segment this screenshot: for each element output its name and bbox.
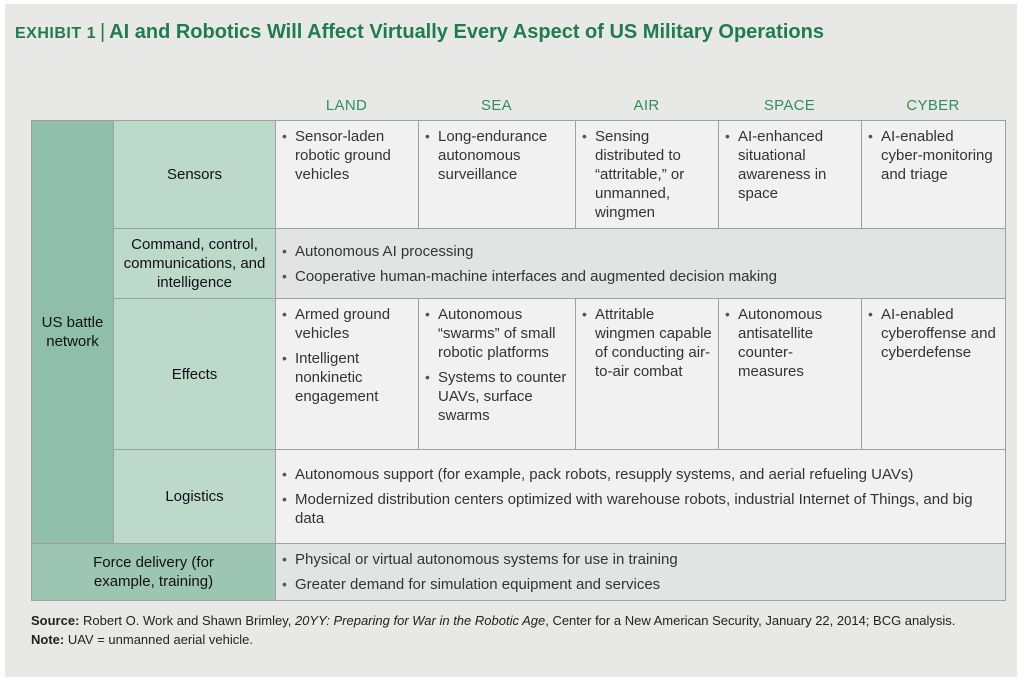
cell-sensors-land: Sensor-laden robotic ground vehicles <box>275 120 419 229</box>
list-item: Armed ground vehicles <box>282 305 412 343</box>
row-sensors: US battle network Sensors Sensor-laden r… <box>31 120 1006 544</box>
list-item: AI-enhanced situational awareness in spa… <box>725 127 855 203</box>
row-label-force-delivery: Force delivery (for example, training) <box>31 543 276 601</box>
list-item: Autonomous “swarms” of small robotic pla… <box>425 305 569 362</box>
list-item: AI-enabled cyber-monitoring and triage <box>868 127 999 184</box>
list-item: Autonomous antisatellite counter-measure… <box>725 305 855 381</box>
cell-effects-space: Autonomous antisatellite counter-measure… <box>718 298 862 450</box>
cell-effects-air: Attritable wingmen capable of conducting… <box>575 298 719 450</box>
title-separator: | <box>99 21 106 43</box>
cell-force-delivery-all: Physical or virtual autonomous systems f… <box>275 543 1006 601</box>
list-item: AI-enabled cyberoffense and cyberdefense <box>868 305 999 362</box>
cell-sensors-sea: Long-endurance autonomous surveillance <box>418 120 576 229</box>
list-item: Systems to counter UAVs, surface swarms <box>425 368 569 425</box>
column-header-land: LAND <box>325 97 368 114</box>
us-battle-network-label: US battle network <box>31 120 114 544</box>
row-label-logistics: Logistics <box>113 449 276 544</box>
list-item: Intelligent nonkinetic engagement <box>282 349 412 406</box>
title-text: AI and Robotics Will Affect Virtually Ev… <box>109 21 824 43</box>
column-header-air: AIR <box>633 97 660 114</box>
list-item: Cooperative human-machine interfaces and… <box>282 267 999 286</box>
operations-matrix: US battle network Sensors Sensor-laden r… <box>31 120 1006 601</box>
source-line: Source: Robert O. Work and Shawn Brimley… <box>31 613 956 628</box>
list-item: Autonomous AI processing <box>282 242 999 261</box>
cell-sensors-cyber: AI-enabled cyber-monitoring and triage <box>861 120 1006 229</box>
cell-sensors-space: AI-enhanced situational awareness in spa… <box>718 120 862 229</box>
cell-sensors-air: Sensing distributed to “attritable,” or … <box>575 120 719 229</box>
row-force-delivery: Force delivery (for example, training) P… <box>31 543 1006 601</box>
list-item: Sensor-laden robotic ground vehicles <box>282 127 412 184</box>
list-item: Modernized distribution centers optimize… <box>282 490 999 528</box>
row-effects: Effects Armed ground vehicles Intelligent… <box>32 298 1006 450</box>
row-logistics: Logistics Autonomous support (for exampl… <box>32 449 1006 544</box>
note-line: Note: UAV = unmanned aerial vehicle. <box>31 632 253 647</box>
exhibit-number: EXHIBIT 1 <box>15 25 96 42</box>
row-label-c3i: Command, control, communications, and in… <box>113 228 276 299</box>
cell-effects-sea: Autonomous “swarms” of small robotic pla… <box>418 298 576 450</box>
row-label-effects: Effects <box>113 298 276 450</box>
cell-effects-land: Armed ground vehicles Intelligent nonkine… <box>275 298 419 450</box>
column-header-cyber: CYBER <box>906 97 960 114</box>
list-item: Autonomous support (for example, pack ro… <box>282 465 999 484</box>
exhibit-title: EXHIBIT 1 | AI and Robotics Will Affect Vi… <box>15 21 824 44</box>
list-item: Greater demand for simulation equipment … <box>282 575 999 594</box>
list-item: Long-endurance autonomous surveillance <box>425 127 569 184</box>
row-label-sensors: Sensors <box>113 120 276 229</box>
row-c3i: Command, control, communications, and in… <box>32 228 1006 299</box>
list-item: Attritable wingmen capable of conducting… <box>582 305 712 381</box>
cell-effects-cyber: AI-enabled cyberoffense and cyberdefense <box>861 298 1006 450</box>
list-item: Sensing distributed to “attritable,” or … <box>582 127 712 222</box>
cell-logistics-all: Autonomous support (for example, pack ro… <box>275 449 1006 544</box>
list-item: Physical or virtual autonomous systems f… <box>282 550 999 569</box>
cell-c3i-all: Autonomous AI processing Cooperative hum… <box>275 228 1006 299</box>
column-header-sea: SEA <box>481 97 512 114</box>
column-header-space: SPACE <box>763 97 816 114</box>
exhibit-footer: Source: Robert O. Work and Shawn Brimley… <box>31 611 991 649</box>
